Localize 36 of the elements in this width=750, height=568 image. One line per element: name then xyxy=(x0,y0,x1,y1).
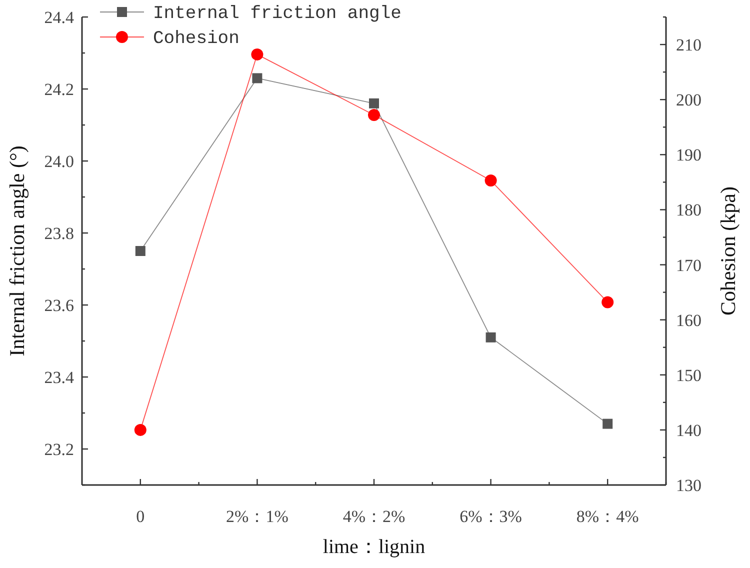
point xyxy=(602,296,614,308)
y2-tick-label: 210 xyxy=(676,36,702,55)
x-axis-title: lime：lignin xyxy=(322,536,426,558)
point xyxy=(252,73,262,84)
point xyxy=(251,48,264,60)
x-tick-label: 6%：3% xyxy=(460,507,522,526)
y2-tick-label: 140 xyxy=(676,420,702,440)
y-tick-label: 23.4 xyxy=(44,368,74,387)
y2-tick-label: 180 xyxy=(676,200,702,220)
x-tick-label: 8%：4% xyxy=(576,507,639,526)
x-tick-label: 2%：1% xyxy=(226,507,288,526)
y2-tick-label: 200 xyxy=(676,90,702,110)
y-tick-label: 24.4 xyxy=(44,8,74,27)
y2-tick-label: 130 xyxy=(676,476,702,495)
y2-tick-label: 170 xyxy=(676,256,702,275)
y-tick-label: 24.2 xyxy=(44,80,74,99)
point xyxy=(486,332,496,342)
y2-tick-label: 190 xyxy=(676,146,702,165)
y-axis-title: Internal friction angle (°) xyxy=(5,146,29,356)
point xyxy=(602,418,613,429)
point xyxy=(134,424,146,436)
y-tick-label: 23.2 xyxy=(44,440,74,459)
point xyxy=(369,98,379,108)
y2-axis-title: Cohesion (kpa) xyxy=(716,186,740,316)
point xyxy=(368,109,380,122)
y-tick-label: 24.0 xyxy=(44,152,74,171)
point xyxy=(484,174,497,187)
y-tick-label: 23.6 xyxy=(44,296,74,315)
y2-tick-label: 160 xyxy=(676,310,702,330)
x-tick-label: 4%：2% xyxy=(342,507,406,526)
y-tick-label: 23.8 xyxy=(44,224,74,243)
legend-label: Cohesion xyxy=(153,29,240,49)
point xyxy=(135,246,146,256)
x-tick-label: 0 xyxy=(136,507,145,526)
legend-label: Internal friction angle xyxy=(153,4,402,24)
y2-tick-label: 150 xyxy=(676,366,702,385)
